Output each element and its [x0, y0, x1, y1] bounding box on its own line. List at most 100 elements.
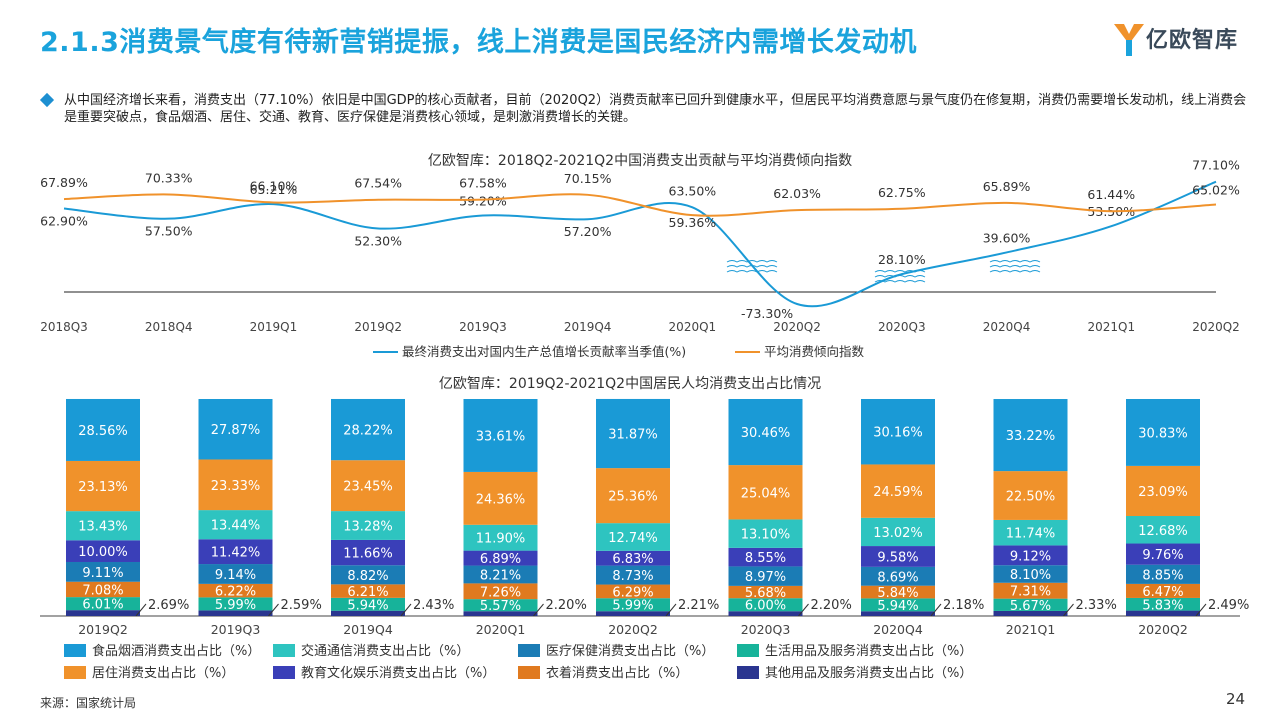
bar-segment-clothing	[66, 581, 140, 598]
bar-segment-housing	[993, 471, 1068, 520]
bar-segment-other	[463, 611, 538, 616]
data-label: 2.21%	[678, 598, 719, 613]
legend-label-propensity: 平均消费倾向指数	[764, 344, 865, 359]
legend-swatch-food	[64, 644, 86, 657]
leader-line	[665, 603, 677, 617]
data-label: 13.43%	[78, 520, 128, 535]
data-label: 5.84%	[877, 586, 918, 601]
data-label: 30.46%	[741, 426, 791, 441]
data-label: 5.94%	[347, 598, 388, 613]
bar-segment-transport	[728, 519, 803, 548]
bar-segment-transport	[198, 510, 273, 540]
data-label: 8.82%	[347, 569, 388, 584]
data-label: 24.59%	[873, 485, 923, 500]
bar-segment-housing	[596, 468, 670, 524]
bar-segment-clothing	[463, 583, 538, 600]
data-label: 9.76%	[1142, 548, 1183, 563]
data-label: 62.90%	[40, 213, 88, 228]
legend-label-clothing: 衣着消费支出占比（%）	[546, 665, 688, 681]
bar-segment-food	[728, 399, 803, 466]
data-label: 13.10%	[741, 528, 791, 543]
data-label: 22.50%	[1006, 490, 1056, 505]
data-label: 5.83%	[1142, 598, 1183, 613]
x-tick-label: 2021Q1	[1006, 622, 1056, 637]
legend-swatch-education	[273, 666, 295, 679]
x-tick-label: 2020Q2	[1192, 320, 1240, 334]
bar-segment-other	[1126, 610, 1200, 616]
summary-text: 从中国经济增长来看，消费支出（77.10%）依旧是中国GDP的核心贡献者，目前（…	[64, 93, 1247, 125]
axis-break-mark	[989, 270, 1041, 273]
legend-swatch-transport	[273, 644, 295, 657]
leader-line	[930, 603, 942, 617]
data-label: 2.33%	[1076, 598, 1117, 613]
data-label: 2.20%	[811, 598, 852, 613]
data-label: 33.22%	[1006, 429, 1056, 444]
bar-segment-other	[728, 611, 803, 616]
data-label: 30.83%	[1138, 426, 1188, 441]
leader-line	[400, 603, 412, 617]
data-label: 7.31%	[1010, 585, 1051, 600]
bar-segment-medical	[198, 564, 273, 584]
x-tick-label: 2020Q3	[741, 622, 791, 637]
legend-swatch-medical	[518, 644, 540, 657]
x-tick-label: 2021Q1	[1087, 320, 1135, 334]
data-label: 6.22%	[215, 585, 256, 600]
x-tick-label: 2020Q2	[608, 622, 658, 637]
data-label: 2.43%	[413, 598, 454, 613]
bar-segment-housing	[66, 460, 140, 512]
bar-segment-other	[66, 610, 140, 616]
axis-break-mark	[726, 260, 778, 263]
x-tick-label: 2019Q4	[343, 622, 393, 637]
bar-segment-housing	[331, 460, 405, 512]
bar-segment-housing	[1126, 465, 1200, 517]
bar-segment-medical	[66, 561, 140, 582]
legend-label-other: 其他用品及服务消费支出占比（%）	[765, 665, 972, 681]
axis-break-mark	[726, 265, 778, 268]
x-tick-label: 2019Q3	[459, 320, 507, 334]
leader-line	[1063, 603, 1074, 617]
legend-label-food: 食品烟酒消费支出占比（%）	[92, 643, 260, 659]
data-label: 8.85%	[1142, 568, 1183, 583]
bar-segment-other	[596, 611, 670, 616]
data-label: 23.13%	[78, 480, 128, 495]
bar-chart-title: 亿欧智库：2019Q2-2021Q2中国居民人均消费支出占比情况	[439, 376, 821, 392]
bar-segment-housing	[861, 464, 935, 518]
data-label: 11.42%	[211, 546, 261, 561]
bar-segment-education	[463, 550, 538, 566]
bar-segment-goods	[861, 598, 935, 612]
data-label: 59.36%	[669, 215, 717, 230]
bar-segment-other	[993, 610, 1068, 616]
data-label: 11.90%	[476, 532, 526, 547]
legend-swatch-goods	[737, 644, 759, 657]
bar-segment-medical	[861, 566, 935, 586]
data-label: 12.74%	[608, 531, 658, 546]
legend-label-medical: 医疗保健消费支出占比（%）	[546, 644, 714, 659]
data-label: 13.28%	[343, 520, 393, 535]
data-label: 28.10%	[878, 252, 926, 267]
page-number: 24	[1226, 690, 1246, 708]
data-label: 67.54%	[354, 176, 402, 191]
bar-segment-medical	[596, 565, 670, 585]
data-label: 8.73%	[612, 569, 653, 584]
legend-swatch-clothing	[518, 666, 540, 679]
data-label: 6.29%	[612, 585, 653, 600]
bar-segment-food	[861, 399, 935, 465]
bar-segment-food	[596, 398, 670, 469]
bar-segment-clothing	[331, 584, 405, 598]
bar-segment-education	[993, 545, 1068, 566]
bar-segment-other	[331, 610, 405, 616]
data-label: 39.60%	[983, 230, 1031, 245]
x-tick-label: 2020Q1	[669, 320, 717, 334]
line-chart-title: 亿欧智库：2018Q2-2021Q2中国消费支出贡献与平均消费倾向指数	[428, 153, 852, 169]
bar-segment-goods	[1126, 597, 1200, 611]
x-tick-label: 2019Q3	[211, 622, 261, 637]
data-label: 5.99%	[612, 599, 653, 614]
data-label: 6.01%	[82, 598, 123, 613]
bar-segment-clothing	[596, 584, 670, 599]
bar-segment-clothing	[728, 585, 803, 599]
data-label: 23.33%	[211, 479, 261, 494]
bar-segment-food	[993, 399, 1068, 472]
data-label: 2.20%	[546, 598, 587, 613]
data-label: 10.00%	[78, 545, 128, 560]
